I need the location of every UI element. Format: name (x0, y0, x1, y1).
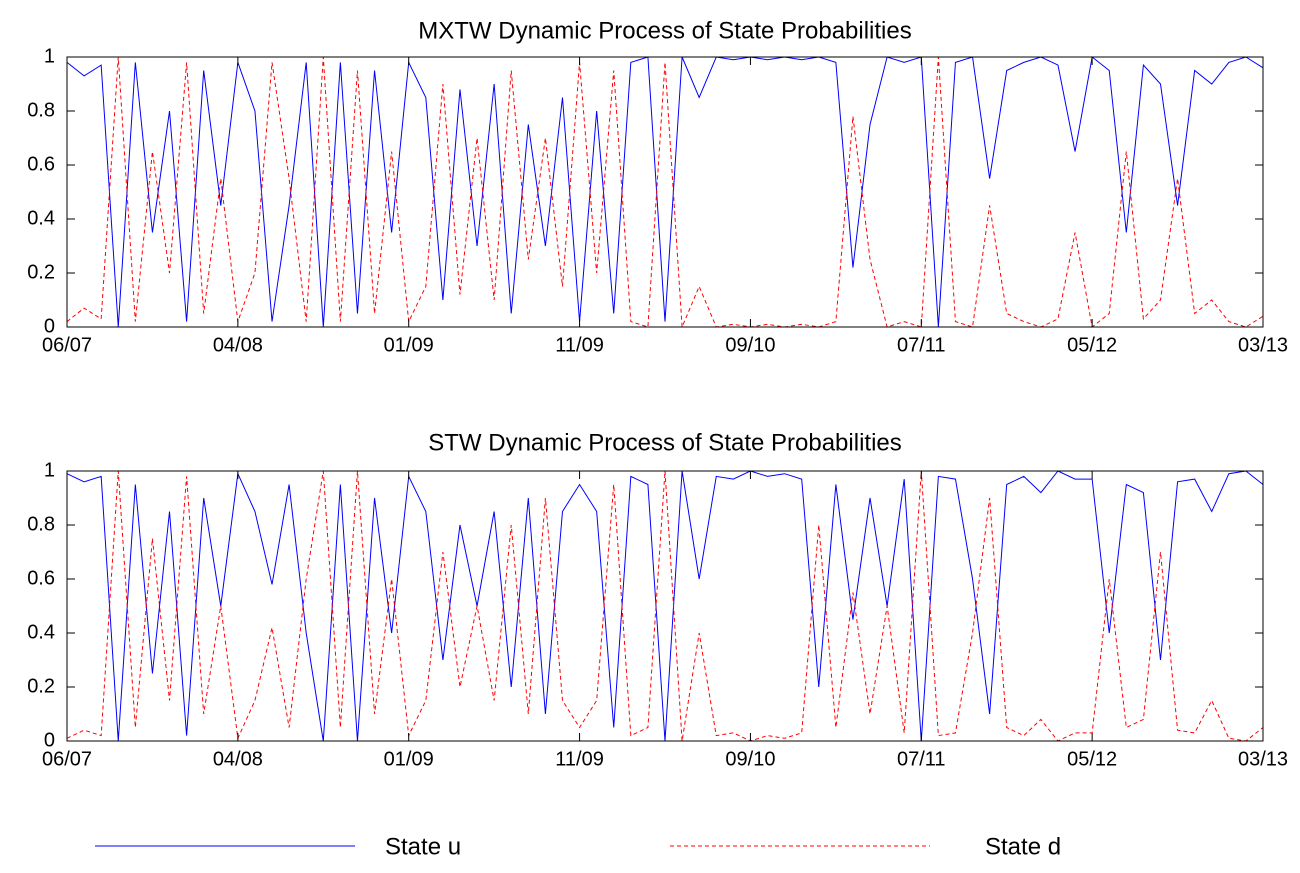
y-tick-label: 0.4 (27, 207, 55, 229)
x-tick-label: 11/09 (555, 334, 604, 356)
x-tick-label: 01/09 (384, 334, 434, 356)
y-tick-label: 1 (44, 45, 55, 67)
y-tick-label: 0.2 (27, 675, 55, 697)
y-tick-label: 0.4 (27, 621, 55, 643)
series-line (66, 56, 1264, 328)
x-tick-label: 09/10 (725, 334, 775, 356)
y-tick-label: 0.6 (27, 567, 55, 589)
y-tick-label: 0.6 (27, 153, 55, 175)
x-tick-label: 03/13 (1238, 748, 1288, 770)
x-tick-label: 04/08 (213, 334, 263, 356)
x-tick-label: 07/11 (897, 334, 946, 356)
x-tick-label: 07/11 (897, 748, 946, 770)
series-line (66, 470, 1264, 742)
y-tick-label: 0 (44, 729, 55, 751)
y-tick-label: 0 (44, 315, 55, 337)
x-tick-label: 06/07 (42, 334, 92, 356)
x-tick-label: 04/08 (213, 748, 263, 770)
chart-title: STW Dynamic Process of State Probabiliti… (428, 429, 902, 456)
legend-label: State d (985, 833, 1061, 860)
y-tick-label: 0.8 (27, 513, 55, 535)
x-tick-label: 03/13 (1238, 334, 1288, 356)
x-tick-label: 11/09 (555, 748, 604, 770)
series-line (66, 56, 1264, 328)
y-tick-label: 1 (44, 459, 55, 481)
legend-label: State u (385, 833, 461, 860)
x-tick-label: 01/09 (384, 748, 434, 770)
x-tick-label: 05/12 (1067, 748, 1117, 770)
y-tick-label: 0.2 (27, 261, 55, 283)
y-tick-label: 0.8 (27, 99, 55, 121)
plot-frame (66, 470, 1264, 742)
chart-title: MXTW Dynamic Process of State Probabilit… (418, 17, 912, 44)
series-line (66, 470, 1264, 742)
x-tick-label: 05/12 (1067, 334, 1117, 356)
x-tick-label: 09/10 (725, 748, 775, 770)
x-tick-label: 06/07 (42, 748, 92, 770)
plot-frame (66, 56, 1264, 328)
